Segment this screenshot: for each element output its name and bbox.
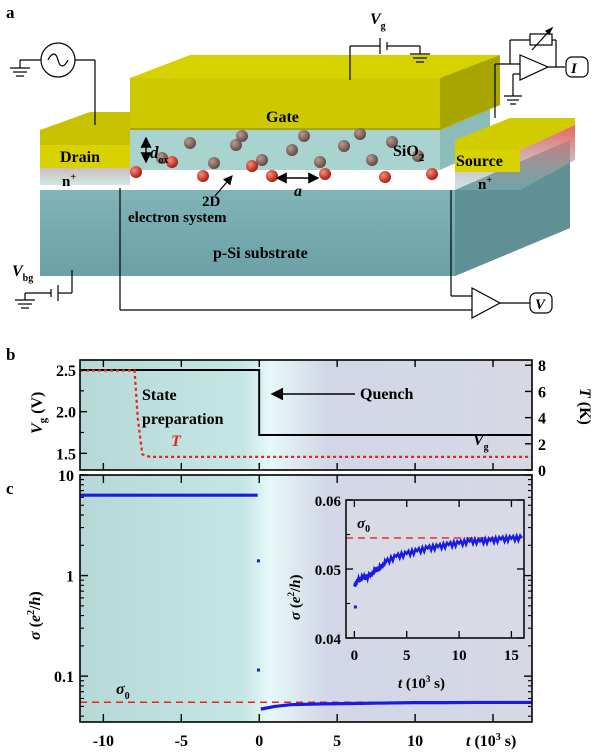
voltage-probe-circuit bbox=[119, 188, 553, 320]
source-doping-label: n+ bbox=[478, 175, 492, 193]
panel-c-y-axis-label: σ (e2/h) bbox=[26, 591, 44, 640]
inset-sigma-series bbox=[353, 532, 523, 587]
spacing-label: a bbox=[294, 183, 302, 200]
dox-label: dox bbox=[150, 143, 169, 166]
x-tick-label: 0 bbox=[255, 733, 263, 750]
inset-y-axis-label: σ (e2/h) bbox=[286, 574, 304, 620]
substrate-block bbox=[40, 140, 570, 276]
drain-doping-label: n+ bbox=[62, 172, 76, 190]
current-meter-label: I bbox=[570, 61, 578, 77]
inset-y-tick-label: 0.04 bbox=[315, 632, 342, 648]
inset-x-axis-label: t (103 s) bbox=[398, 674, 445, 692]
right-tick-label: 6 bbox=[538, 384, 546, 401]
right-tick-label: 4 bbox=[538, 411, 546, 428]
x-tick-label: 5 bbox=[333, 733, 341, 750]
inset-x-tick-label: 15 bbox=[504, 648, 519, 664]
device-schematic: a bbox=[6, 3, 589, 320]
y-tick-label: 10 bbox=[58, 468, 74, 485]
inset-y-tick-label: 0.06 bbox=[315, 494, 342, 510]
state-prep-label-line1: State bbox=[142, 387, 177, 404]
data-point bbox=[256, 559, 260, 563]
data-point bbox=[256, 668, 260, 672]
gate-voltage-label: Vg bbox=[370, 11, 386, 32]
electron-layer bbox=[130, 156, 438, 183]
gate-bias-circuit bbox=[349, 38, 430, 80]
x-tick-label: 10 bbox=[407, 733, 423, 750]
left-tick-label: 2.0 bbox=[56, 405, 76, 422]
back-gate-circuit bbox=[15, 270, 73, 309]
state-prep-label-line2: preparation bbox=[142, 411, 224, 428]
drain-top bbox=[40, 112, 130, 145]
vg-trace-label: Vg bbox=[473, 432, 489, 453]
gate-label: Gate bbox=[266, 109, 299, 126]
sigma-series-after-quench bbox=[260, 700, 532, 711]
back-gate-voltage-label: Vbg bbox=[12, 263, 33, 284]
inset-x-tick-label: 0 bbox=[351, 648, 359, 664]
current-amplifier-icon bbox=[519, 54, 550, 81]
x-tick-label: -5 bbox=[175, 733, 188, 750]
gate-side bbox=[440, 55, 500, 128]
oxide-label: SiO2 bbox=[393, 143, 425, 164]
source-label: Source bbox=[456, 153, 503, 170]
ac-source-circuit bbox=[10, 42, 96, 125]
inset-frame bbox=[345, 499, 525, 639]
y-tick-label: 1 bbox=[66, 569, 74, 586]
drain-contact bbox=[40, 145, 130, 168]
x-tick-label: -10 bbox=[93, 733, 114, 750]
electron-system-label-line2: electron system bbox=[128, 210, 227, 226]
inset-outlier-point bbox=[353, 605, 357, 609]
panel-b-letter: b bbox=[6, 345, 15, 364]
electron-system-label-line1: 2D bbox=[202, 194, 221, 210]
y-tick-label: 0.1 bbox=[54, 669, 74, 686]
inset-y-tick-label: 0.05 bbox=[315, 563, 341, 579]
right-tick-label: 8 bbox=[538, 358, 546, 375]
panel-b-background bbox=[80, 360, 532, 470]
series-line-t bbox=[80, 369, 532, 458]
voltage-meter-label: V bbox=[535, 297, 547, 313]
substrate-label: p-Si substrate bbox=[213, 245, 308, 262]
panel-c-frame bbox=[79, 474, 533, 723]
series-line-vg bbox=[80, 369, 532, 436]
left-tick-label: 1.5 bbox=[56, 446, 76, 463]
electron-system-pointer bbox=[214, 175, 233, 197]
inset-x-tick-label: 10 bbox=[452, 648, 467, 664]
voltage-amplifier-icon bbox=[471, 286, 502, 320]
gate-top bbox=[130, 55, 500, 78]
panel-b-left-axis-label: Vg (V) bbox=[29, 392, 49, 434]
inset-x-tick-label: 5 bbox=[403, 648, 411, 664]
gate-front bbox=[130, 78, 440, 128]
left-tick-label: 2.5 bbox=[56, 363, 76, 380]
sigma0-label: σ0 bbox=[116, 681, 130, 702]
current-amplifier-circuit bbox=[494, 26, 589, 118]
panel-a-letter: a bbox=[6, 3, 15, 22]
panel-b-plot: 2.5 2.0 1.5 8 6 4 2 0 State preparation T Quenc… bbox=[29, 358, 593, 480]
impurity-layer bbox=[156, 128, 424, 169]
inset-background bbox=[346, 500, 524, 638]
source-top bbox=[455, 118, 575, 150]
temperature-trace-label: T bbox=[171, 433, 182, 450]
right-tick-label: 2 bbox=[538, 437, 546, 454]
quench-label: Quench bbox=[360, 386, 413, 403]
panel-b-right-axis-label: T (K) bbox=[576, 388, 593, 425]
inset-sigma0-label: σ0 bbox=[357, 516, 370, 535]
panel-b-frame bbox=[79, 359, 533, 471]
panel-c-letter: c bbox=[6, 479, 14, 498]
drain-label: Drain bbox=[60, 149, 100, 166]
right-tick-label: 0 bbox=[538, 463, 546, 480]
panel-c-plot: 10 1 0.1 -10 -5 0 5 10 σ0 σ (e2/h) t (103 s) 0.… bbox=[26, 468, 533, 750]
source-contact bbox=[455, 150, 520, 172]
panel-c-x-axis-label: t (103 s) bbox=[466, 732, 516, 750]
